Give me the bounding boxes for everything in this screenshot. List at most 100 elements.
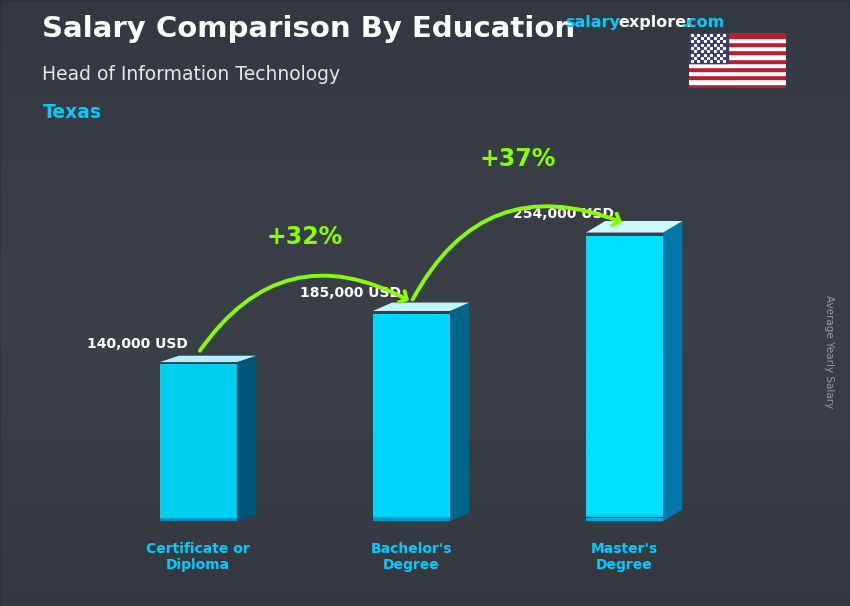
- Polygon shape: [160, 519, 237, 521]
- Bar: [0, 261, 850, 267]
- Polygon shape: [160, 382, 237, 518]
- Polygon shape: [160, 490, 237, 519]
- Bar: [0, 454, 850, 461]
- Polygon shape: [586, 319, 663, 515]
- Bar: [0, 236, 850, 242]
- Polygon shape: [160, 378, 237, 518]
- Polygon shape: [586, 308, 663, 515]
- Polygon shape: [160, 404, 237, 518]
- Polygon shape: [373, 327, 450, 516]
- Polygon shape: [160, 364, 237, 517]
- Polygon shape: [373, 337, 450, 516]
- Bar: [0, 55, 850, 61]
- Polygon shape: [373, 382, 450, 517]
- Polygon shape: [586, 327, 663, 515]
- Polygon shape: [160, 499, 237, 519]
- Polygon shape: [373, 456, 450, 518]
- Polygon shape: [373, 342, 450, 516]
- Text: +32%: +32%: [267, 225, 343, 249]
- Polygon shape: [373, 476, 450, 518]
- Bar: [688, 67, 786, 71]
- Polygon shape: [586, 312, 663, 515]
- Bar: [688, 38, 786, 42]
- Polygon shape: [160, 451, 237, 518]
- Polygon shape: [586, 453, 663, 517]
- Polygon shape: [586, 438, 663, 516]
- Bar: [0, 545, 850, 551]
- Polygon shape: [373, 319, 450, 516]
- Polygon shape: [663, 221, 683, 521]
- Polygon shape: [586, 442, 663, 516]
- Bar: [0, 303, 850, 309]
- Polygon shape: [160, 464, 237, 519]
- Polygon shape: [160, 450, 237, 518]
- Bar: [0, 67, 850, 73]
- Polygon shape: [160, 424, 237, 518]
- Text: Average Yearly Salary: Average Yearly Salary: [824, 295, 834, 408]
- Polygon shape: [160, 390, 237, 518]
- Polygon shape: [586, 464, 663, 517]
- Polygon shape: [160, 493, 237, 519]
- Bar: [0, 121, 850, 127]
- Text: Head of Information Technology: Head of Information Technology: [42, 65, 341, 84]
- Bar: [0, 400, 850, 406]
- Bar: [0, 176, 850, 182]
- Polygon shape: [373, 374, 450, 517]
- Polygon shape: [373, 448, 450, 518]
- Bar: [0, 394, 850, 400]
- Bar: [0, 103, 850, 109]
- Bar: [0, 230, 850, 236]
- Polygon shape: [160, 396, 237, 518]
- Polygon shape: [586, 254, 663, 514]
- Bar: [0, 351, 850, 358]
- Bar: [0, 188, 850, 194]
- Bar: [688, 62, 786, 67]
- Bar: [0, 127, 850, 133]
- Polygon shape: [160, 458, 237, 518]
- Bar: [0, 576, 850, 582]
- Polygon shape: [373, 377, 450, 517]
- Bar: [0, 376, 850, 382]
- Polygon shape: [586, 449, 663, 517]
- Polygon shape: [160, 498, 237, 519]
- Polygon shape: [373, 385, 450, 517]
- Bar: [0, 412, 850, 418]
- Bar: [0, 291, 850, 297]
- Polygon shape: [160, 356, 256, 362]
- Polygon shape: [586, 330, 663, 515]
- Bar: [0, 85, 850, 91]
- Text: Salary Comparison By Education: Salary Comparison By Education: [42, 15, 575, 43]
- Polygon shape: [160, 509, 237, 519]
- Polygon shape: [373, 495, 450, 518]
- Polygon shape: [160, 511, 237, 519]
- Bar: [0, 18, 850, 24]
- Bar: [0, 218, 850, 224]
- Polygon shape: [586, 420, 663, 516]
- Text: 185,000 USD: 185,000 USD: [300, 285, 401, 299]
- Text: Texas: Texas: [42, 103, 101, 122]
- Bar: [0, 79, 850, 85]
- Polygon shape: [586, 276, 663, 514]
- Bar: [0, 170, 850, 176]
- Polygon shape: [373, 471, 450, 518]
- Polygon shape: [586, 244, 663, 514]
- Bar: [0, 570, 850, 576]
- Polygon shape: [160, 402, 237, 518]
- Bar: [0, 139, 850, 145]
- Polygon shape: [586, 221, 683, 233]
- Polygon shape: [586, 384, 663, 516]
- Bar: [0, 467, 850, 473]
- Bar: [0, 564, 850, 570]
- Bar: [0, 97, 850, 103]
- Bar: [0, 279, 850, 285]
- Polygon shape: [373, 468, 450, 518]
- Bar: [0, 509, 850, 515]
- Polygon shape: [373, 437, 450, 518]
- Polygon shape: [586, 492, 663, 517]
- Bar: [0, 436, 850, 442]
- Bar: [0, 152, 850, 158]
- Polygon shape: [586, 456, 663, 517]
- Polygon shape: [373, 519, 450, 521]
- Polygon shape: [586, 514, 663, 518]
- Polygon shape: [160, 422, 237, 518]
